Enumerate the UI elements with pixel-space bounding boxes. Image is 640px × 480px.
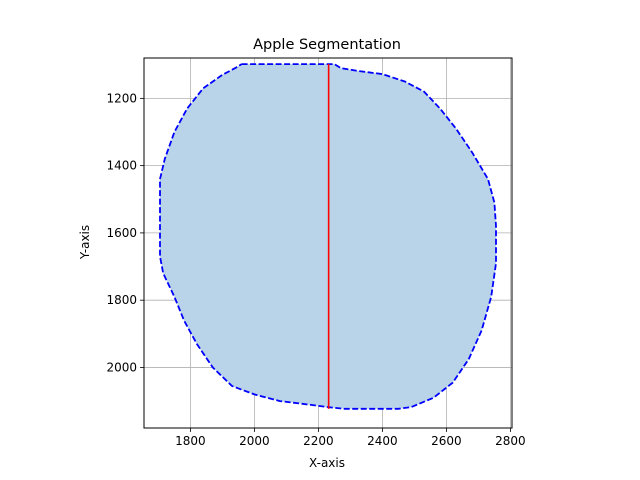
y-axis-label: Y-axis: [78, 225, 92, 260]
y-tick-label: 2000: [106, 360, 137, 374]
y-tick-label: 1400: [106, 159, 137, 173]
x-tick-label: 2400: [367, 434, 398, 448]
y-tick-label: 1600: [106, 226, 137, 240]
x-tick-label: 2200: [303, 434, 334, 448]
x-tick-label: 2800: [495, 434, 526, 448]
x-axis-label: X-axis: [309, 456, 345, 470]
y-axis-ticks: 1200 1400 1600 1800 2000: [106, 91, 144, 374]
x-tick-label: 2000: [239, 434, 270, 448]
chart-title: Apple Segmentation: [253, 37, 401, 53]
x-tick-label: 1800: [175, 434, 206, 448]
y-tick-label: 1200: [106, 91, 137, 105]
y-tick-label: 1800: [106, 293, 137, 307]
plot-frame: [143, 57, 513, 429]
x-tick-label: 2600: [431, 434, 462, 448]
segmentation-outline: [159, 63, 497, 410]
x-axis-ticks: 1800 2000 2200 2400 2600 2800: [175, 428, 526, 448]
